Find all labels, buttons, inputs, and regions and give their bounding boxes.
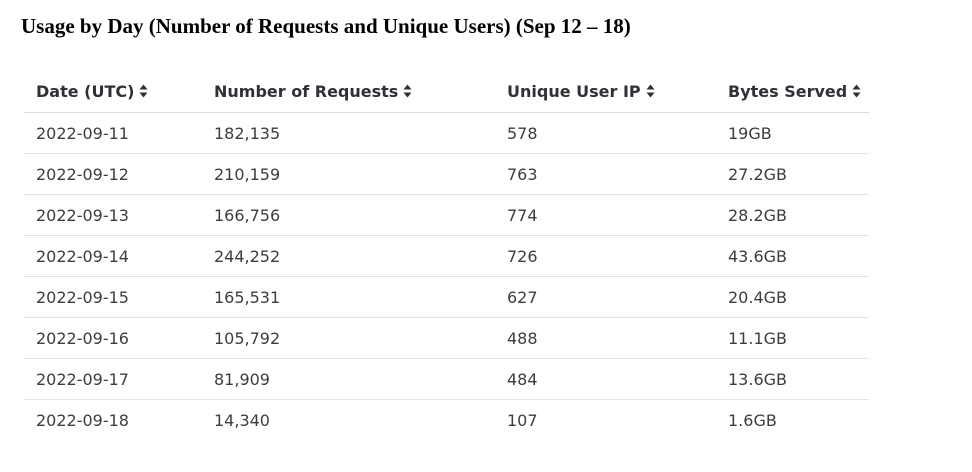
cell-unique-ip: 627	[495, 276, 716, 318]
cell-bytes: 1.6GB	[728, 410, 777, 430]
cell-date: 2022-09-18	[36, 410, 129, 430]
table-row: 2022-09-16 105,792 488 11.1GB	[24, 317, 869, 359]
table-row: 2022-09-15 165,531 627 20.4GB	[24, 276, 869, 318]
cell-requests: 81,909	[202, 358, 495, 400]
table-row: 2022-09-14 244,252 726 43.6GB	[24, 235, 869, 277]
cell-date: 2022-09-14	[24, 235, 202, 277]
cell-requests: 166,756	[202, 194, 495, 236]
cell-date: 2022-09-13	[24, 194, 202, 236]
cell-requests: 182,135	[202, 112, 495, 154]
table-row: 2022-09-17 81,909 484 13.6GB	[24, 358, 869, 400]
sort-icon[interactable]	[403, 84, 412, 98]
cell-unique-ip: 107	[507, 410, 538, 430]
cell-unique-ip: 578	[495, 112, 716, 154]
column-header-requests[interactable]: Number of Requests	[202, 70, 495, 113]
page-title: Usage by Day (Number of Requests and Uni…	[21, 14, 631, 38]
cell-unique-ip: 484	[495, 358, 716, 400]
cell-bytes: 28.2GB	[716, 194, 869, 236]
column-header-label: Unique User IP	[507, 81, 641, 101]
cell-bytes: 20.4GB	[716, 276, 869, 318]
table-row: 2022-09-12 210,159 763 27.2GB	[24, 153, 869, 195]
column-header-label: Date (UTC)	[36, 81, 135, 101]
table-row: 2022-09-18 14,340 107 1.6GB	[24, 400, 869, 441]
column-header-label: Number of Requests	[214, 81, 399, 101]
cell-date: 2022-09-12	[24, 153, 202, 195]
table-row: 2022-09-13 166,756 774 28.2GB	[24, 194, 869, 236]
cell-bytes: 27.2GB	[716, 153, 869, 195]
cell-date: 2022-09-11	[24, 112, 202, 154]
cell-unique-ip: 488	[495, 317, 716, 359]
column-header-date[interactable]: Date (UTC)	[24, 70, 202, 113]
sort-icon[interactable]	[646, 84, 655, 98]
cell-requests: 244,252	[202, 235, 495, 277]
column-header-label: Bytes Served	[728, 81, 848, 101]
table-header-row: Date (UTC) Number of Requests Unique Use…	[24, 70, 869, 113]
cell-date: 2022-09-16	[24, 317, 202, 359]
cell-date: 2022-09-17	[24, 358, 202, 400]
sort-icon[interactable]	[852, 84, 861, 98]
cell-bytes: 11.1GB	[716, 317, 869, 359]
cell-unique-ip: 726	[495, 235, 716, 277]
cell-requests: 210,159	[202, 153, 495, 195]
column-header-bytes[interactable]: Bytes Served	[716, 70, 869, 113]
cell-bytes: 43.6GB	[716, 235, 869, 277]
cell-bytes: 13.6GB	[716, 358, 869, 400]
cell-unique-ip: 774	[495, 194, 716, 236]
cell-unique-ip: 763	[495, 153, 716, 195]
cell-bytes: 19GB	[716, 112, 869, 154]
cell-requests: 105,792	[202, 317, 495, 359]
cell-requests: 165,531	[202, 276, 495, 318]
usage-table: Date (UTC) Number of Requests Unique Use…	[24, 70, 869, 440]
cell-date: 2022-09-15	[24, 276, 202, 318]
cell-requests: 14,340	[214, 410, 270, 430]
table-row: 2022-09-11 182,135 578 19GB	[24, 112, 869, 154]
column-header-unique-ip[interactable]: Unique User IP	[495, 70, 716, 113]
sort-icon[interactable]	[139, 84, 148, 98]
